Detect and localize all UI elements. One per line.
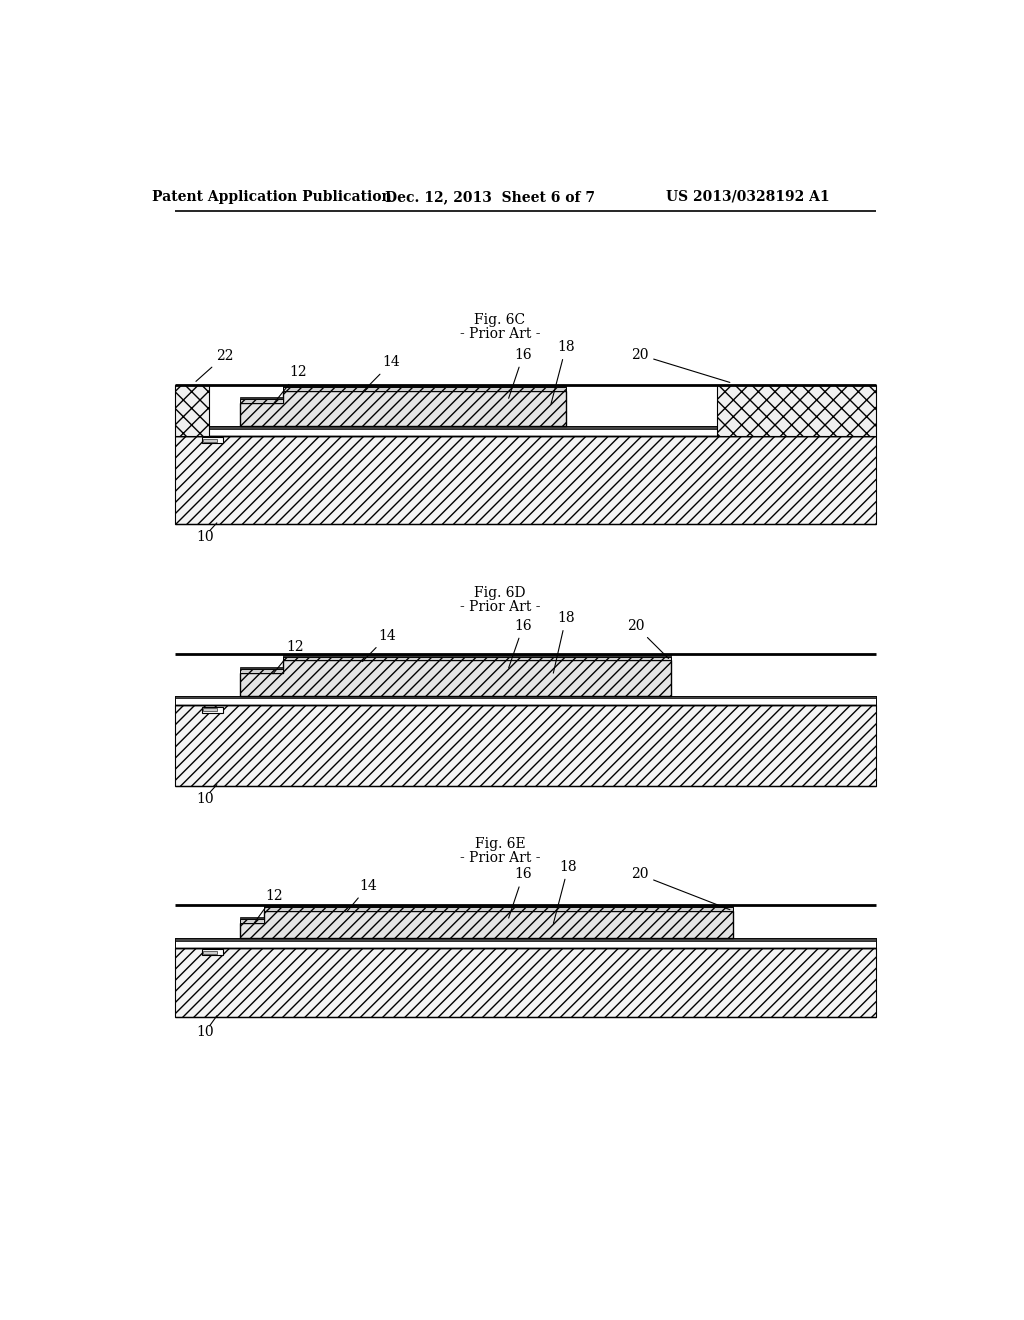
Bar xyxy=(174,426,876,436)
Text: 18: 18 xyxy=(553,859,577,924)
Polygon shape xyxy=(241,904,732,919)
Polygon shape xyxy=(241,655,671,669)
Text: 14: 14 xyxy=(347,879,377,912)
Text: 16: 16 xyxy=(509,867,532,919)
Text: 10: 10 xyxy=(197,1026,214,1039)
Bar xyxy=(203,950,217,954)
Text: Patent Application Publication: Patent Application Publication xyxy=(152,190,391,203)
Text: 14: 14 xyxy=(362,628,396,661)
Bar xyxy=(174,696,876,705)
Polygon shape xyxy=(241,391,566,426)
Text: 14: 14 xyxy=(362,355,400,392)
Text: - Prior Art -: - Prior Art - xyxy=(460,601,541,614)
Bar xyxy=(174,948,876,1016)
Text: Dec. 12, 2013  Sheet 6 of 7: Dec. 12, 2013 Sheet 6 of 7 xyxy=(385,190,595,203)
Text: 22: 22 xyxy=(196,348,233,381)
Polygon shape xyxy=(241,907,732,923)
Bar xyxy=(203,438,217,442)
Text: 12: 12 xyxy=(254,890,283,924)
Text: 16: 16 xyxy=(509,619,532,668)
Text: 10: 10 xyxy=(197,531,214,544)
Text: 18: 18 xyxy=(553,611,574,673)
Text: Fig. 6D: Fig. 6D xyxy=(474,586,525,601)
Bar xyxy=(202,949,223,956)
Bar xyxy=(202,437,223,444)
Text: US 2013/0328192 A1: US 2013/0328192 A1 xyxy=(667,190,829,203)
Bar xyxy=(174,705,876,785)
Text: - Prior Art -: - Prior Art - xyxy=(460,850,541,865)
Bar xyxy=(174,436,876,524)
Polygon shape xyxy=(241,660,671,696)
Bar xyxy=(202,706,223,713)
Text: 10: 10 xyxy=(197,792,214,807)
Bar xyxy=(717,385,876,436)
Text: 12: 12 xyxy=(273,366,307,404)
Text: 20: 20 xyxy=(627,619,669,659)
Text: 12: 12 xyxy=(273,640,303,673)
Text: 16: 16 xyxy=(509,347,532,399)
Polygon shape xyxy=(241,656,671,673)
Polygon shape xyxy=(241,385,566,400)
Text: 20: 20 xyxy=(631,347,730,383)
Bar xyxy=(174,385,209,436)
Bar xyxy=(174,426,876,429)
Text: - Prior Art -: - Prior Art - xyxy=(460,327,541,341)
Text: 18: 18 xyxy=(551,341,574,404)
Text: Fig. 6E: Fig. 6E xyxy=(475,837,525,850)
Text: Fig. 6C: Fig. 6C xyxy=(474,313,525,327)
Polygon shape xyxy=(241,911,732,939)
Bar xyxy=(174,939,876,948)
Text: 20: 20 xyxy=(631,867,730,909)
Polygon shape xyxy=(241,387,566,404)
Bar xyxy=(174,939,876,941)
Bar xyxy=(174,696,876,698)
Bar xyxy=(203,708,217,711)
